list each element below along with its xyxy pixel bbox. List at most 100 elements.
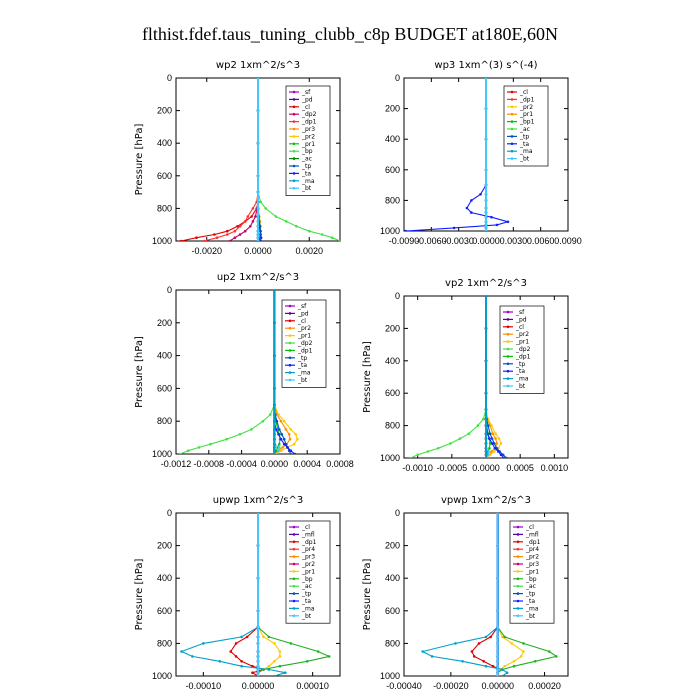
- data-point: [256, 109, 260, 112]
- data-point: [512, 660, 516, 663]
- legend-entry: _bt: [301, 185, 312, 192]
- data-point: [488, 432, 492, 436]
- legend-entry: _bt: [515, 383, 526, 390]
- legend-entry: _sf: [515, 309, 525, 316]
- legend-marker: [288, 363, 292, 367]
- data-point: [256, 671, 260, 674]
- data-point: [282, 442, 286, 446]
- x-tick-label: 0.0010: [541, 463, 569, 473]
- legend-entry: _pr4: [301, 546, 315, 553]
- y-tick-label: 800: [385, 421, 400, 431]
- legend-marker: [288, 319, 292, 323]
- y-tick-label: 200: [385, 541, 400, 551]
- legend-entry: _pr1: [301, 568, 315, 575]
- data-point: [278, 446, 281, 449]
- data-point: [256, 660, 260, 663]
- legend-entry: _pr1: [515, 339, 529, 346]
- x-tick-label: 0.00000: [481, 681, 514, 691]
- data-point: [256, 141, 260, 145]
- data-point: [496, 544, 500, 547]
- y-tick-label: 1000: [152, 671, 172, 681]
- legend-entry: _dp2: [301, 111, 317, 118]
- data-point: [269, 413, 272, 416]
- data-point: [251, 220, 255, 223]
- data-point: [496, 625, 500, 629]
- legend-marker: [288, 312, 292, 315]
- panel-title: upwp 1xm^2/s^3: [213, 495, 303, 506]
- data-point: [256, 635, 260, 639]
- data-point: [484, 215, 488, 219]
- legend-marker: [510, 149, 514, 153]
- data-point: [277, 449, 280, 453]
- y-tick-label: 0: [167, 285, 172, 295]
- panel-1: wp2 1xm^2/s^3 Pressure [hPa] 0 200 400 600 800…: [134, 60, 341, 256]
- data-point: [496, 635, 500, 639]
- data-point: [256, 576, 260, 580]
- data-point: [236, 225, 239, 228]
- legend-entry: _tp: [301, 163, 311, 170]
- data-point: [484, 223, 488, 227]
- x-tick-label: 0.0004: [293, 459, 321, 469]
- data-point: [250, 215, 253, 218]
- legend-entry: _bt: [519, 156, 530, 163]
- data-point: [259, 229, 262, 233]
- data-point: [470, 199, 473, 202]
- data-point: [426, 450, 430, 453]
- panel-6: vpwp 1xm^2/s^3 Pressure [hPa] 0 200 400 600 80…: [362, 495, 569, 691]
- legend-marker: [292, 584, 296, 588]
- data-point: [284, 671, 287, 674]
- data-point: [484, 206, 488, 210]
- data-point: [281, 446, 284, 449]
- data-point: [484, 296, 488, 298]
- data-point: [278, 664, 282, 668]
- data-point: [421, 650, 425, 653]
- y-tick-label: 400: [385, 573, 400, 583]
- data-point: [501, 635, 504, 639]
- data-point: [496, 650, 500, 653]
- data-point: [467, 432, 471, 436]
- data-point: [491, 432, 495, 436]
- data-point: [250, 428, 253, 431]
- data-point: [262, 635, 265, 639]
- legend-entry: _ma: [515, 376, 529, 383]
- legend-entry: _bp1: [519, 119, 535, 126]
- data-point: [202, 239, 206, 241]
- data-point: [495, 442, 499, 445]
- legend-entry: _tp: [297, 355, 307, 362]
- legend-marker: [288, 304, 292, 308]
- data-point: [278, 428, 281, 431]
- legend-marker: [506, 384, 510, 388]
- data-point: [259, 200, 262, 204]
- data-point: [197, 446, 201, 449]
- data-point: [484, 453, 488, 457]
- data-point: [293, 452, 297, 454]
- y-tick-label: 800: [385, 195, 400, 205]
- data-point: [490, 442, 494, 445]
- legend-marker: [510, 112, 514, 116]
- legend-marker: [292, 186, 296, 190]
- legend-marker: [516, 547, 520, 551]
- legend-marker: [510, 127, 514, 131]
- y-tick-label: 600: [385, 388, 400, 398]
- data-point: [273, 660, 276, 663]
- data-point: [289, 642, 293, 645]
- data-point: [273, 419, 276, 423]
- data-point: [202, 642, 205, 645]
- data-point: [477, 642, 481, 645]
- x-tick-label: 0.00020: [528, 681, 561, 691]
- legend-marker: [292, 120, 296, 123]
- data-point: [473, 655, 476, 658]
- data-point: [501, 674, 504, 676]
- legend-marker: [516, 599, 520, 603]
- panel-title: wp3 1xm^(3) s^(-4): [434, 60, 537, 71]
- legend-entry: _dp2: [515, 346, 531, 353]
- data-point: [256, 200, 260, 204]
- legend-marker: [506, 369, 510, 373]
- data-point: [273, 387, 276, 390]
- data-point: [316, 650, 320, 653]
- legend-marker: [292, 172, 296, 175]
- data-point: [452, 226, 456, 230]
- data-point: [496, 609, 500, 613]
- legend-entry: _ta: [301, 170, 311, 177]
- data-point: [256, 190, 260, 194]
